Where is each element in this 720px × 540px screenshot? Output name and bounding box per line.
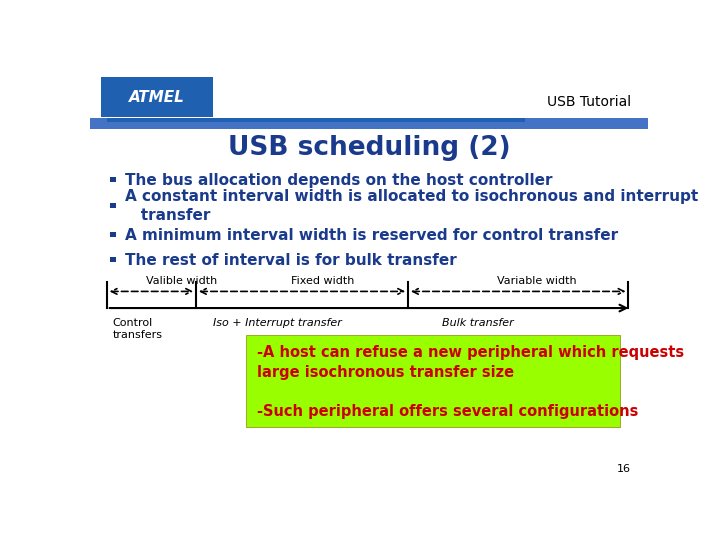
Bar: [109, 257, 116, 262]
Text: USB scheduling (2): USB scheduling (2): [228, 135, 510, 161]
Text: Bulk transfer: Bulk transfer: [441, 319, 513, 328]
Text: Iso + Interrupt transfer: Iso + Interrupt transfer: [213, 319, 341, 328]
Text: A minimum interval width is reserved for control transfer: A minimum interval width is reserved for…: [125, 228, 618, 243]
Bar: [90, 118, 648, 129]
Bar: [109, 177, 116, 182]
Bar: [107, 118, 526, 122]
Text: Variable width: Variable width: [498, 276, 577, 286]
Text: Fixed width: Fixed width: [291, 276, 354, 286]
Text: -Such peripheral offers several configurations: -Such peripheral offers several configur…: [258, 404, 639, 418]
Bar: [246, 335, 620, 427]
Text: -A host can refuse a new peripheral which requests
large isochronous transfer si: -A host can refuse a new peripheral whic…: [258, 346, 685, 380]
Bar: [101, 77, 213, 117]
Text: Control
transfers: Control transfers: [112, 319, 162, 340]
Bar: [104, 79, 146, 113]
Text: The bus allocation depends on the host controller: The bus allocation depends on the host c…: [125, 173, 552, 188]
Text: A constant interval width is allocated to isochronous and interrupt
   transfer: A constant interval width is allocated t…: [125, 190, 698, 223]
Text: The rest of interval is for bulk transfer: The rest of interval is for bulk transfe…: [125, 253, 456, 268]
Bar: [109, 203, 116, 208]
Text: 16: 16: [617, 464, 631, 474]
Text: Valible width: Valible width: [145, 276, 217, 286]
Text: USB Tutorial: USB Tutorial: [547, 95, 631, 109]
Bar: [109, 232, 116, 237]
Text: ATMEL: ATMEL: [129, 90, 185, 105]
